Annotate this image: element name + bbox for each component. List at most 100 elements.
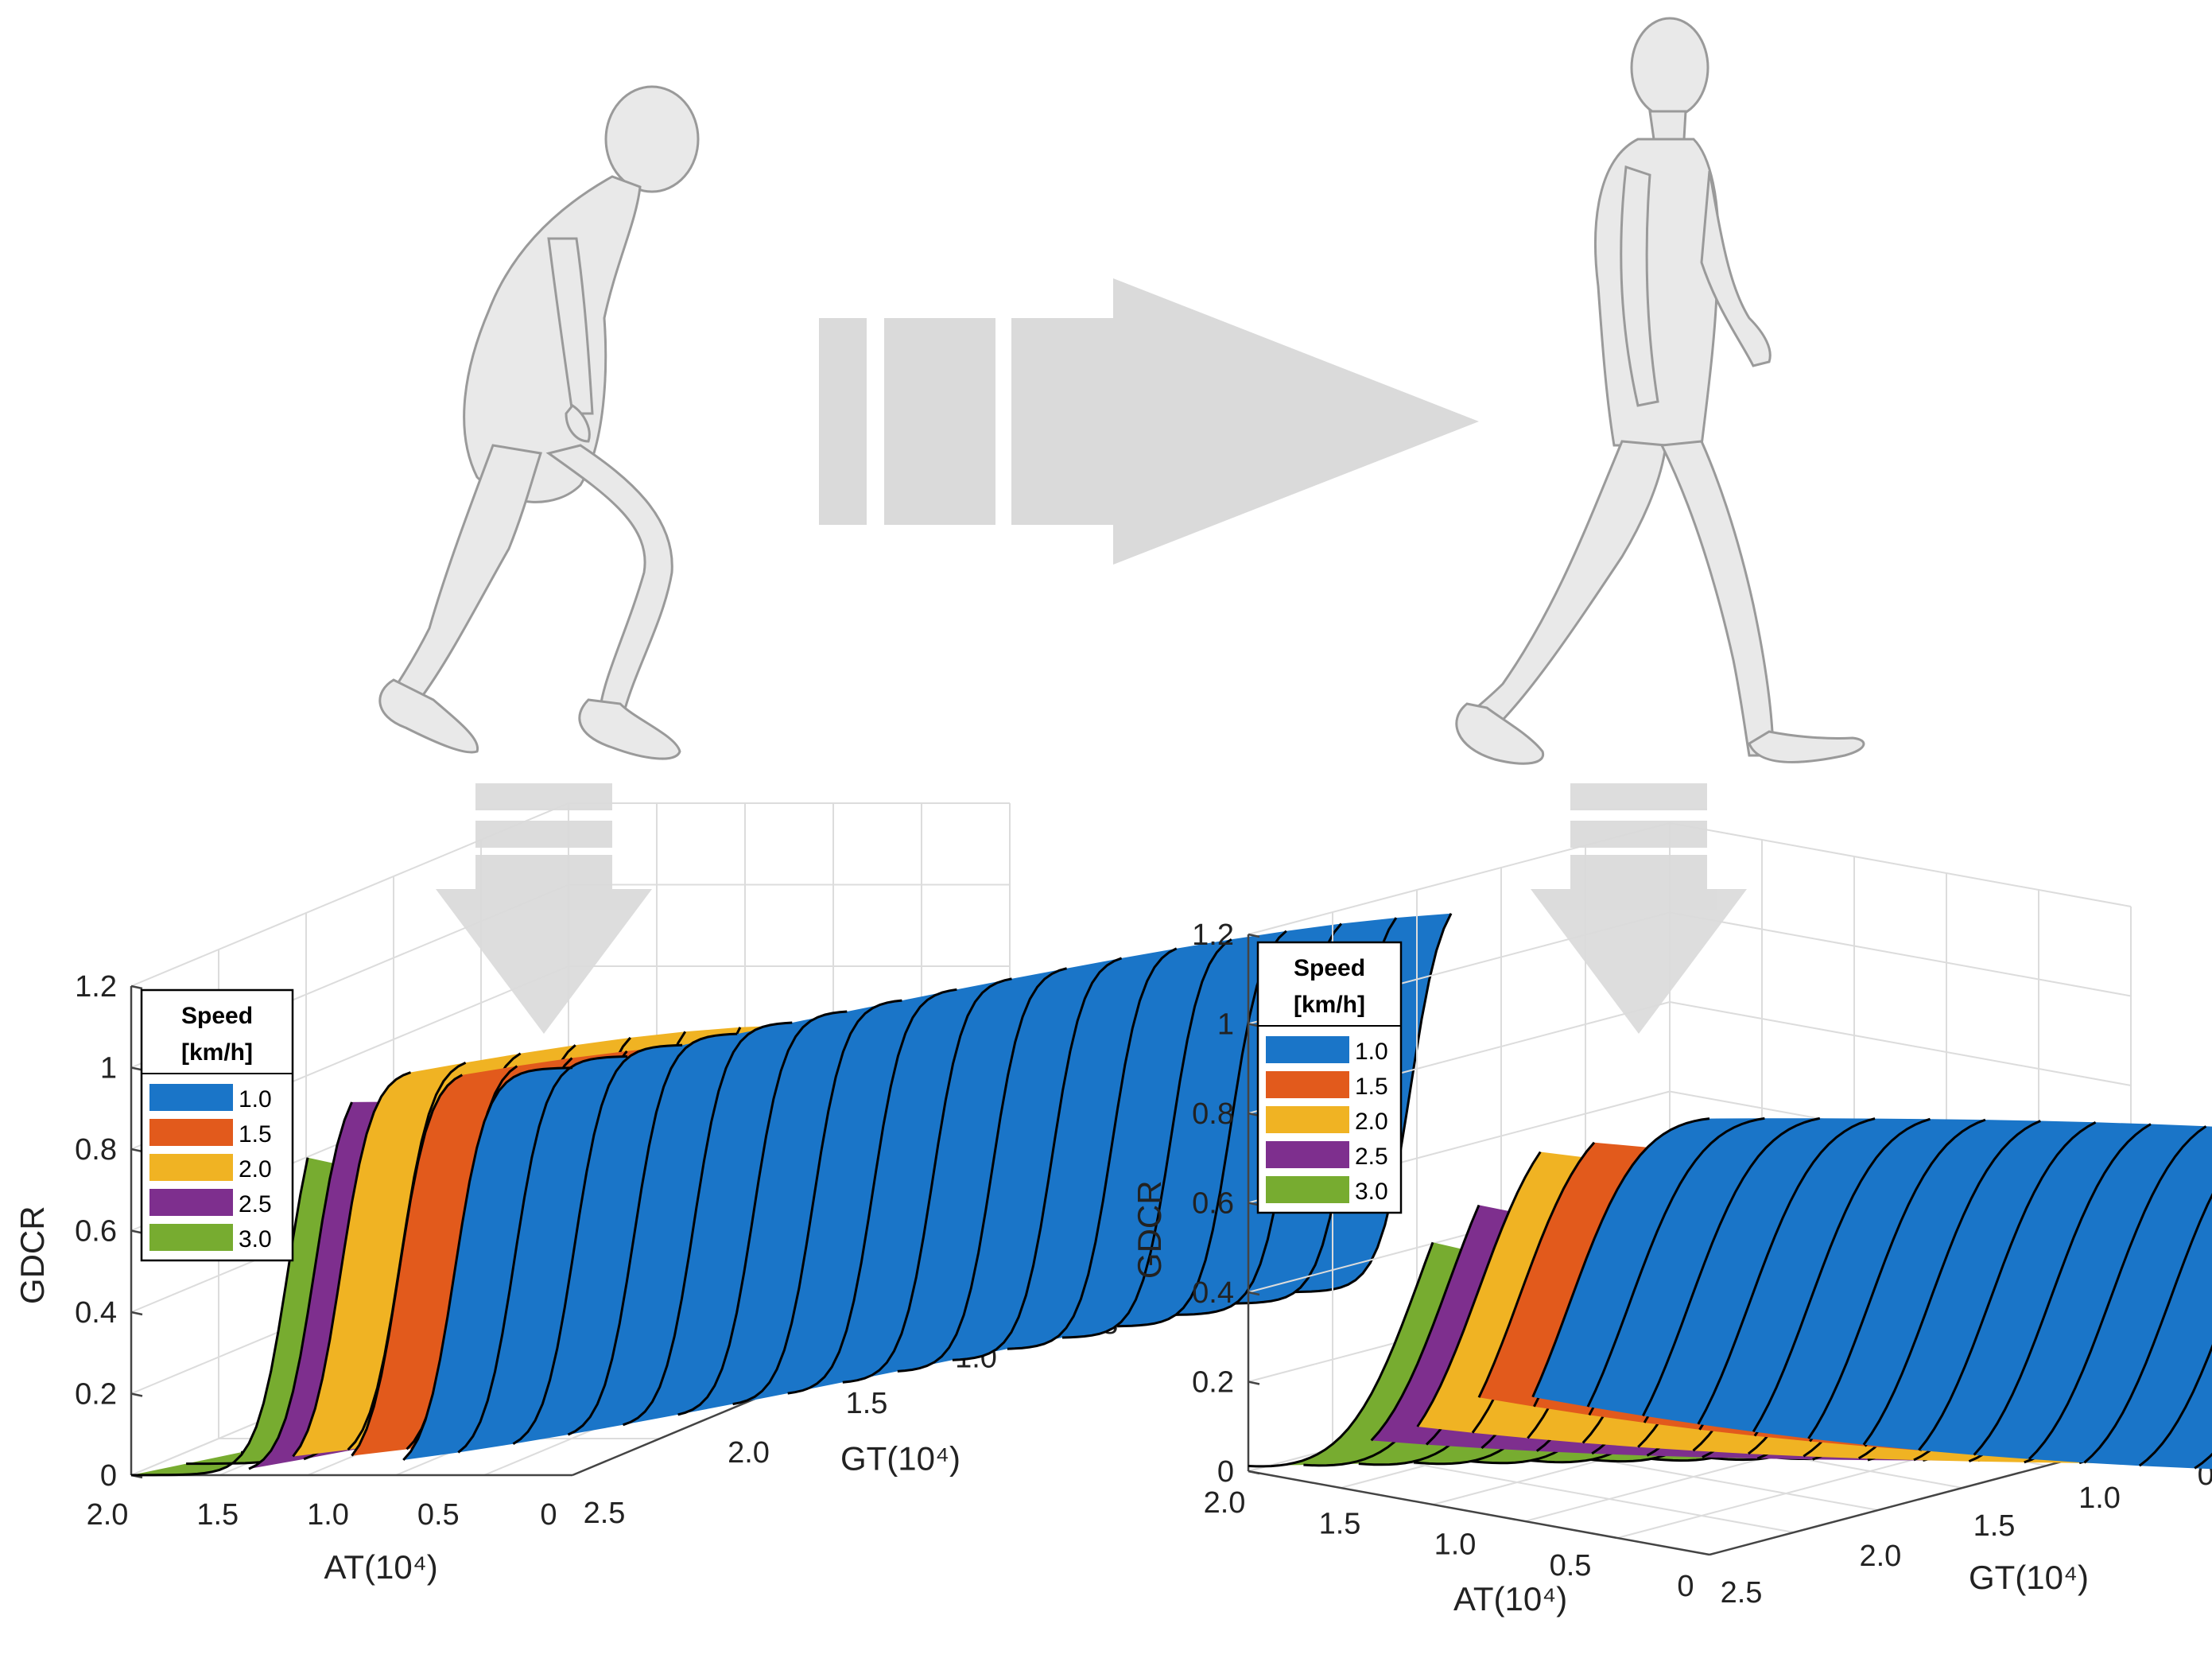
surface-mesh-line — [1248, 1241, 1434, 1468]
right-arrow-icon — [819, 278, 1479, 565]
z-tick-label: 0.6 — [1192, 1187, 1234, 1221]
surface-mesh-line — [1918, 1120, 2097, 1451]
surface-patch — [897, 957, 1122, 1372]
surface-mesh-line — [787, 988, 957, 1395]
legend-unit: [km/h] — [1294, 992, 1365, 1018]
surface-mesh-line — [897, 967, 1068, 1373]
legend-entry: 1.0 — [239, 1086, 272, 1113]
surface-patch — [1248, 1242, 1488, 1466]
z-tick-label: 0.4 — [75, 1296, 117, 1330]
at-tick-label: 0 — [1677, 1570, 1694, 1603]
z-axis-label: GDCR — [1131, 1180, 1168, 1279]
surface-mesh-line — [1642, 1116, 1821, 1417]
surface-patch — [1753, 1119, 1985, 1439]
surface-mesh-line — [1477, 1141, 1596, 1398]
at-tick-label: 0 — [540, 1498, 557, 1532]
z-tick-label: 0.8 — [1192, 1097, 1234, 1131]
z-tick-label: 1 — [100, 1052, 117, 1085]
surface-patch — [568, 1023, 793, 1435]
stooped-walking-human-icon — [378, 85, 700, 760]
z-tick-label: 0.6 — [75, 1215, 117, 1249]
surface-mesh-line — [1697, 1117, 1876, 1425]
legend-entry: 2.0 — [239, 1156, 272, 1183]
gt-axis-label: GT(10⁴) — [840, 1440, 960, 1478]
surface-mesh-line — [1807, 1118, 1986, 1439]
z-tick-label: 1.2 — [75, 970, 117, 1004]
surface-patch — [1919, 1122, 2151, 1455]
legend: Speed [km/h] 1.0 1.5 2.0 2.5 3.0 — [140, 988, 294, 1262]
surface-patch — [293, 1062, 466, 1457]
surface-patch — [1588, 1118, 1820, 1416]
surface-mesh-line — [1007, 947, 1178, 1350]
z-tick-label: 0 — [1217, 1455, 1234, 1489]
legend-title: Speed — [181, 1003, 253, 1029]
gt-tick-label: 1.5 — [1973, 1509, 2016, 1543]
z-axis-label: GDCR — [14, 1206, 51, 1304]
legend-swatch — [1266, 1141, 1349, 1168]
surface-patch — [1532, 1118, 1765, 1407]
surface-mesh-line — [732, 999, 902, 1406]
surface-patch — [952, 948, 1177, 1361]
legend-entry: 2.5 — [239, 1191, 272, 1217]
gt-tick-label: 2.0 — [1859, 1540, 1901, 1573]
gt-tick-label: 2.5 — [1721, 1576, 1763, 1610]
surface-mesh-line — [677, 1010, 848, 1416]
at-tick-label: 1.0 — [307, 1498, 349, 1532]
gt-axis-label: GT(10⁴) — [1969, 1559, 2089, 1596]
surface-patch — [458, 1045, 683, 1453]
legend-entry: 1.5 — [239, 1121, 272, 1148]
surfaces — [131, 913, 1453, 1477]
at-tick-label: 0.5 — [1550, 1549, 1592, 1583]
surface-mesh-line — [1973, 1123, 2152, 1456]
surface-patch — [732, 989, 957, 1404]
surface-patch — [1643, 1118, 1876, 1424]
surface-mesh-line — [1282, 913, 1453, 1294]
at-tick-label: 1.5 — [196, 1498, 239, 1532]
legend-title: Speed — [1294, 955, 1365, 981]
surface-mesh-line — [2083, 1193, 2212, 1464]
surface-patch — [1698, 1118, 1931, 1432]
surface-mesh-line — [622, 1021, 793, 1427]
surface-patch — [623, 1012, 848, 1425]
at-tick-label: 1.0 — [1434, 1528, 1477, 1562]
legend-entry: 3.0 — [239, 1226, 272, 1252]
legend-swatch — [149, 1119, 233, 1146]
legend-swatch — [149, 1084, 233, 1111]
legend-swatch — [149, 1154, 233, 1181]
legend-swatch — [1266, 1036, 1349, 1063]
surface-mesh-line — [2138, 1344, 2212, 1467]
gt-tick-label: 1.5 — [846, 1387, 888, 1420]
surface-mesh-line — [1370, 1204, 1480, 1442]
down-arrow-icon — [1531, 783, 1747, 1034]
surface-patch — [787, 978, 1012, 1394]
z-tick-label: 0.2 — [1192, 1366, 1234, 1400]
surface-patch — [2139, 1347, 2212, 1469]
surface-mesh-line — [2028, 1125, 2207, 1460]
down-arrow-icon — [436, 783, 652, 1034]
surface-patch — [2029, 1126, 2212, 1463]
z-tick-label: 0.4 — [1192, 1276, 1234, 1310]
legend-unit: [km/h] — [181, 1039, 253, 1066]
surface-mesh-line — [1061, 938, 1232, 1339]
at-axis-label: AT(10⁴) — [1453, 1580, 1567, 1617]
surface-mesh-line — [402, 1066, 573, 1461]
surface-mesh-line — [842, 977, 1012, 1384]
chart-left: 0 0.2 0.4 0.6 0.8 1 1.2 2.0 1.5 1.0 0.5 0 2.5 2.0 1.5 1… — [14, 802, 1453, 1586]
surface-patch — [677, 1000, 902, 1415]
surface-patch — [351, 1066, 518, 1456]
surface-patch — [403, 1056, 628, 1460]
surface-mesh-line — [292, 1071, 412, 1458]
surface-mesh-line — [351, 1074, 464, 1457]
surface-mesh-line — [512, 1043, 683, 1446]
surface-patch — [1973, 1124, 2206, 1459]
legend: Speed [km/h] 1.0 1.5 2.0 2.5 3.0 — [1256, 941, 1403, 1214]
z-tick-label: 0 — [100, 1459, 117, 1493]
legend-entry: 1.5 — [1355, 1074, 1388, 1100]
surface-mesh-line — [1862, 1120, 2041, 1446]
legend-swatch — [149, 1189, 233, 1216]
z-tick-label: 1.2 — [1192, 918, 1234, 952]
at-tick-label: 2.0 — [1204, 1486, 1246, 1520]
surface-mesh-line — [1586, 1116, 1765, 1408]
surface-patch — [842, 968, 1067, 1383]
upright-walking-human-icon — [1455, 17, 1865, 765]
